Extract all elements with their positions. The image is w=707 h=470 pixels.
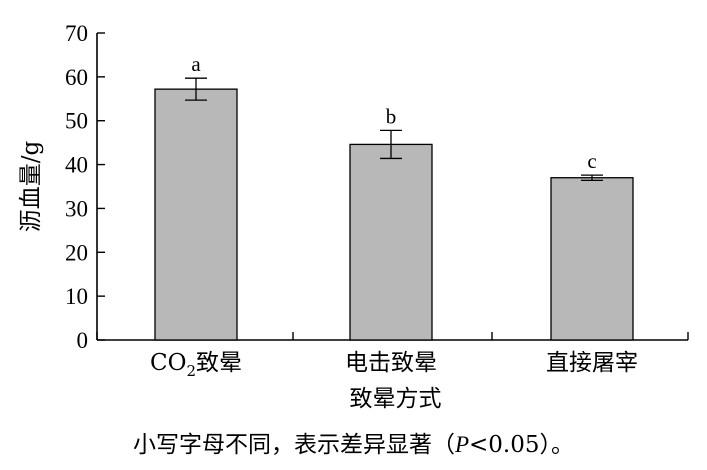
x-axis-title: 致晕方式 [350, 386, 442, 412]
y-tick-label: 50 [65, 109, 88, 134]
x-category-label-rest: 致晕 [196, 350, 242, 376]
y-tick-label: 60 [65, 65, 88, 90]
x-category-label-subscript: 2 [186, 362, 196, 380]
caption-text-after: <0.05）。 [469, 432, 575, 458]
significance-letter: c [587, 149, 596, 173]
y-tick-label: 70 [65, 21, 88, 46]
x-category-label-main: 电击致晕 [345, 350, 437, 376]
caption-p-symbol: P [454, 432, 470, 457]
bar [154, 88, 238, 341]
y-tick-label: 20 [65, 240, 88, 265]
caption-text-before: 小写字母不同，表示差异显著（ [132, 432, 455, 458]
x-category-label: CO2致晕 [150, 350, 242, 380]
y-axis-title: 沥血量/g [18, 140, 44, 232]
x-category-label-main: CO [150, 350, 186, 376]
x-category-label: 直接屠宰 [546, 350, 638, 376]
x-category-label-main: 直接屠宰 [546, 350, 638, 376]
significance-letter: a [191, 52, 201, 76]
significance-letter: b [386, 104, 397, 128]
bar [550, 177, 634, 341]
bar [349, 143, 433, 341]
y-tick-label: 0 [77, 328, 89, 353]
y-tick-label: 30 [65, 196, 88, 221]
bars [154, 88, 634, 341]
error-bars [185, 77, 603, 182]
x-category-labels: CO2致晕 电击致晕 直接屠宰 [150, 350, 638, 380]
y-tick-label: 40 [65, 153, 88, 178]
y-tick-label: 10 [65, 284, 88, 309]
significance-letters: a b c [191, 52, 596, 173]
figure-caption: 小写字母不同，表示差异显著（P<0.05）。 [0, 425, 707, 459]
y-ticks: 0 10 20 30 40 50 60 70 [65, 21, 105, 353]
x-category-label: 电击致晕 [345, 350, 437, 376]
